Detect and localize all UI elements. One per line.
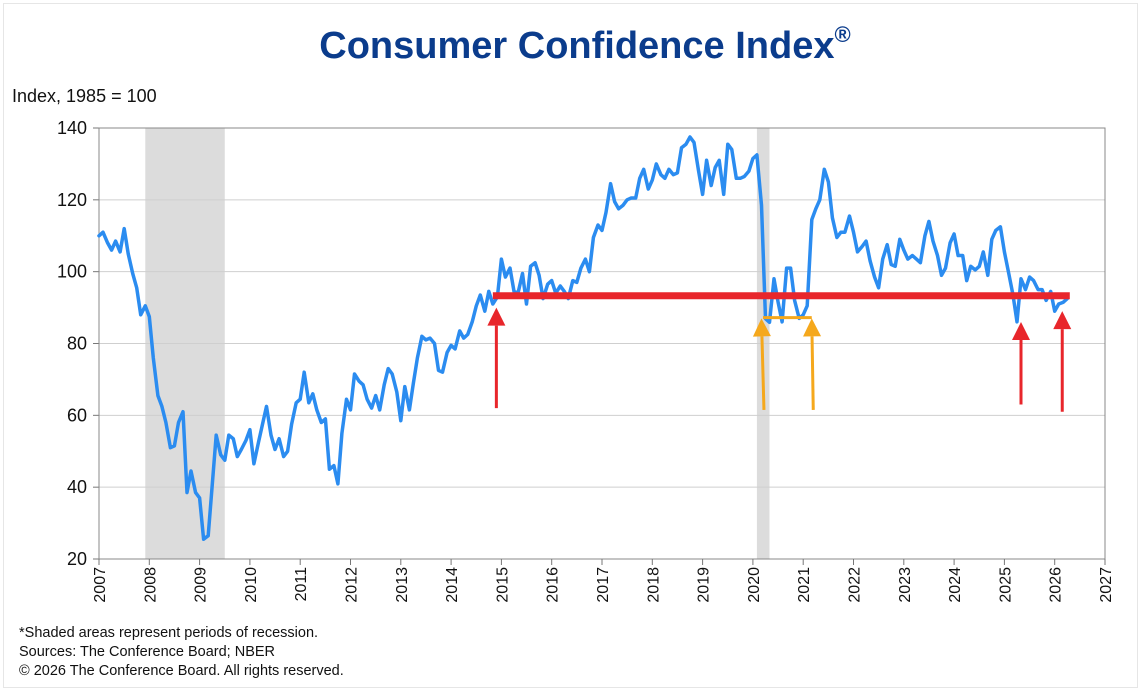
series-line: [97, 135, 1070, 541]
x-tick-label: 2012: [344, 567, 361, 603]
y-tick-label: 40: [67, 477, 87, 497]
y-tick-label: 100: [57, 262, 87, 282]
annotation-layer: [487, 292, 1072, 412]
y-tick-label: 140: [57, 118, 87, 138]
sources-note: Sources: The Conference Board; NBER: [19, 644, 276, 660]
arrow-shaft: [760, 336, 766, 410]
x-tick-label: 2011: [293, 567, 310, 602]
series-layer: [97, 135, 1070, 541]
chart-frame: [3, 3, 1138, 688]
x-tick-label: 2016: [545, 567, 562, 603]
copyright-note: © 2026 The Conference Board. All rights …: [19, 663, 344, 679]
y-tick-label: 80: [67, 334, 87, 354]
red-arrow: [487, 307, 506, 409]
x-tick-label: 2017: [595, 567, 612, 603]
y-tick-label: 20: [67, 549, 87, 569]
x-tick-label: 2021: [796, 567, 813, 603]
x-tick-label: 2008: [142, 567, 159, 603]
chart-title: Consumer Confidence Index®: [0, 22, 1143, 68]
x-tick-label: 2023: [897, 567, 914, 603]
y-tick-label: 120: [57, 190, 87, 210]
registered-mark: ®: [834, 22, 851, 47]
x-tick-label: 2026: [1048, 567, 1065, 603]
orange-arrow: [803, 318, 822, 410]
arrow-shaft: [810, 336, 815, 410]
x-tick-label: 2010: [243, 567, 260, 603]
x-tick-label: 2015: [494, 567, 511, 603]
recession-note: *Shaded areas represent periods of reces…: [19, 625, 319, 641]
x-tick-label: 2025: [997, 567, 1014, 603]
arrow-head: [1053, 311, 1072, 330]
x-tick-label: 2018: [645, 567, 662, 603]
axis-layer: 20 40 60 80 100 120 140 2007 2008 2009 2010 2011 201…: [57, 118, 1115, 603]
y-tick-label: 60: [67, 405, 87, 425]
x-tick-label: 2019: [696, 567, 713, 603]
chart-title-text: Consumer Confidence Index: [319, 25, 835, 67]
x-tick-label: 2014: [444, 567, 461, 603]
x-tick-label: 2007: [92, 567, 109, 603]
y-axis-label: Index, 1985 = 100: [12, 86, 157, 106]
x-tick-label: 2009: [193, 567, 210, 603]
arrow-head: [752, 318, 771, 337]
x-tick-label: 2024: [947, 567, 964, 603]
red-arrow: [1053, 311, 1072, 412]
arrow-head: [1011, 321, 1030, 340]
x-tick-label: 2013: [394, 567, 411, 603]
arrow-head: [487, 307, 506, 326]
red-arrow: [1011, 321, 1030, 405]
orange-arrow: [752, 318, 771, 410]
x-tick-label: 2020: [746, 567, 763, 603]
x-tick-label: 2022: [847, 567, 864, 603]
footnotes: *Shaded areas represent periods of reces…: [19, 624, 344, 681]
arrow-head: [803, 318, 822, 337]
x-tick-label: 2027: [1098, 567, 1115, 603]
